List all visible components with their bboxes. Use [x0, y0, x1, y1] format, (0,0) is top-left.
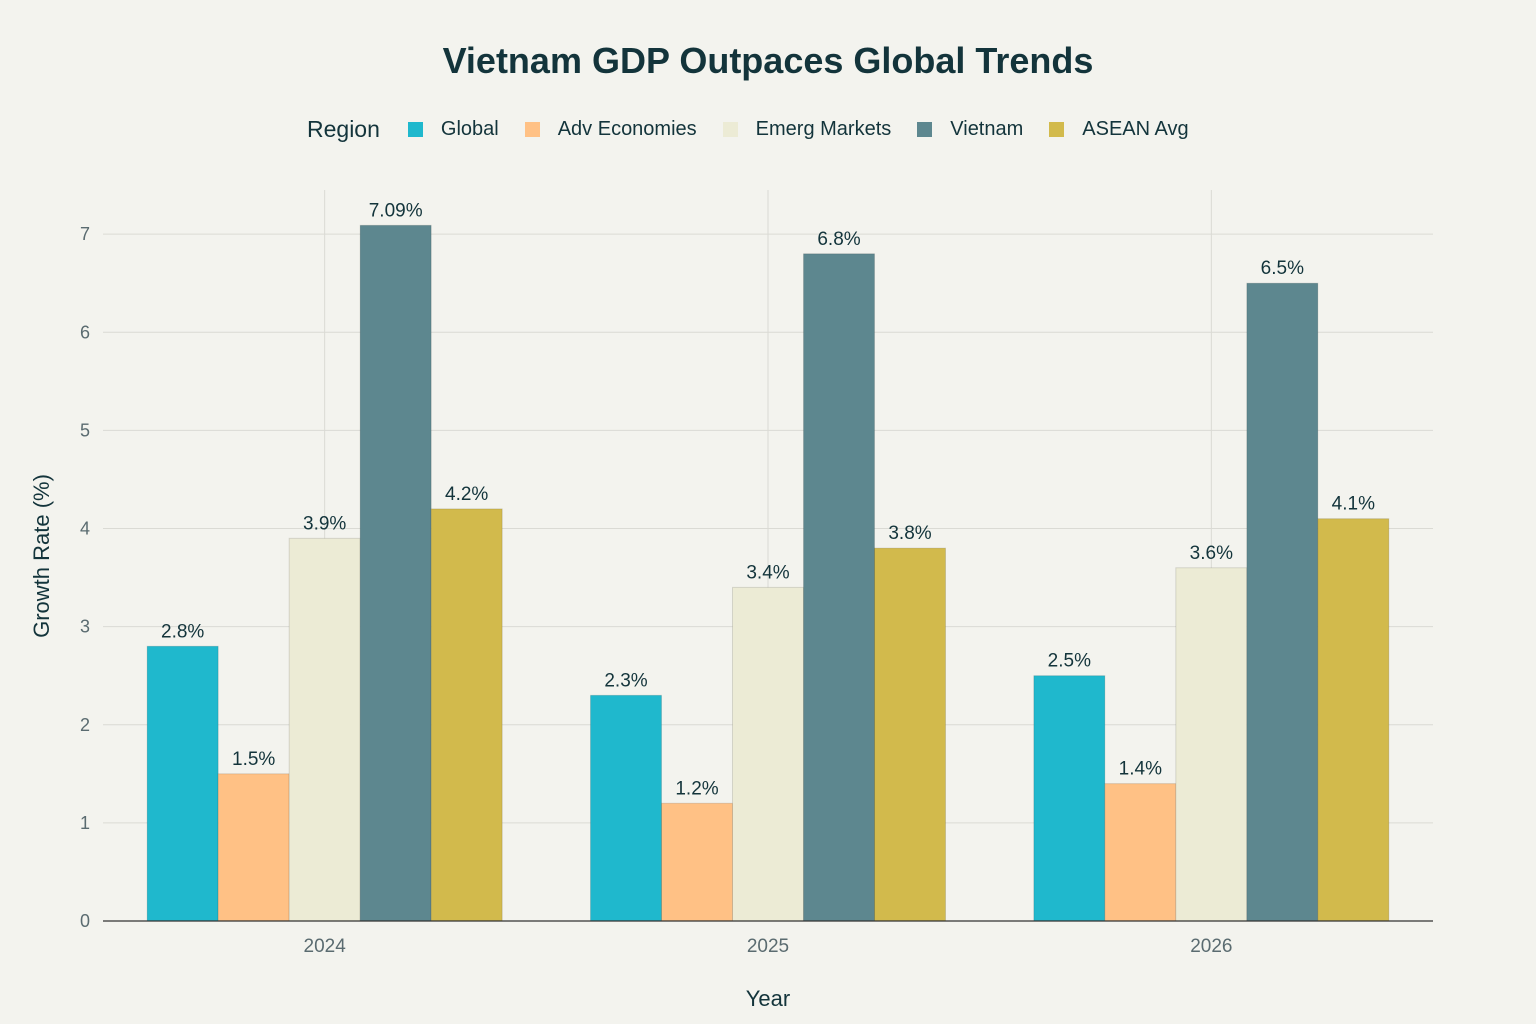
bar-asean-avg — [874, 547, 946, 922]
legend-swatch — [917, 122, 933, 137]
x-tick-label: 2025 — [747, 936, 789, 957]
legend-item[interactable]: Global — [407, 118, 499, 141]
data-label: 1.2% — [675, 778, 718, 799]
legend-label: Emerg Markets — [755, 118, 892, 140]
bar-emerg-markets — [288, 537, 361, 922]
bar-vietnam — [1246, 282, 1319, 922]
y-tick-label: 7 — [80, 224, 90, 244]
legend-swatch — [524, 122, 540, 137]
x-tick-label: 2026 — [1190, 936, 1232, 957]
data-label: 2.8% — [161, 621, 204, 642]
legend: Region Global Adv Economies Emerg Markets V… — [307, 116, 1215, 143]
legend-label: Vietnam — [950, 118, 1024, 140]
legend-item[interactable]: ASEAN Avg — [1049, 118, 1189, 141]
legend-item[interactable]: Adv Economies — [524, 118, 697, 141]
legend-swatch — [407, 122, 423, 137]
data-label: 3.6% — [1190, 543, 1233, 564]
chart-title: Vietnam GDP Outpaces Global Trends — [442, 40, 1094, 81]
data-label: 1.5% — [232, 749, 275, 770]
bar-emerg-markets — [1175, 567, 1248, 922]
bar-adv-economies — [661, 802, 733, 922]
y-tick-label: 1 — [80, 813, 90, 833]
bar-vietnam — [359, 224, 432, 922]
data-label: 7.09% — [369, 200, 423, 221]
data-label: 6.8% — [817, 229, 860, 250]
y-tick-label: 0 — [80, 911, 90, 931]
data-label: 3.9% — [303, 513, 346, 534]
legend-item[interactable]: Vietnam — [917, 118, 1023, 141]
data-label: 2.5% — [1048, 651, 1091, 672]
legend-item[interactable]: Emerg Markets — [722, 118, 892, 141]
y-tick-label: 2 — [80, 715, 90, 735]
data-label: 6.5% — [1261, 258, 1304, 279]
y-tick-label: 6 — [80, 322, 90, 342]
bar-adv-economies — [1104, 783, 1177, 922]
bar-emerg-markets — [732, 586, 804, 922]
legend-swatch — [722, 122, 738, 137]
data-label: 3.4% — [746, 562, 789, 583]
legend-label: ASEAN Avg — [1082, 118, 1189, 140]
bar-vietnam — [803, 253, 875, 922]
legend-label: Adv Economies — [557, 118, 697, 140]
x-axis-title: Year — [746, 986, 790, 1011]
bar-asean-avg — [430, 508, 503, 922]
y-tick-label: 3 — [80, 617, 90, 637]
legend-title: Region — [307, 116, 380, 142]
y-axis-title: Growth Rate (%) — [29, 474, 54, 638]
bar-global — [146, 645, 219, 922]
bar-global — [1033, 675, 1106, 922]
data-label: 2.3% — [604, 670, 647, 691]
y-tick-label: 5 — [80, 420, 90, 440]
data-label: 4.1% — [1332, 494, 1375, 515]
legend-swatch — [1049, 122, 1065, 137]
x-tick-label: 2024 — [304, 936, 347, 957]
bar-adv-economies — [217, 773, 290, 922]
bar-global — [590, 694, 662, 922]
y-tick-label: 4 — [80, 519, 90, 539]
data-label: 1.4% — [1119, 759, 1162, 780]
data-label: 3.8% — [888, 523, 931, 544]
data-label: 4.2% — [445, 484, 488, 505]
legend-label: Global — [440, 118, 499, 140]
bar-asean-avg — [1317, 518, 1390, 922]
